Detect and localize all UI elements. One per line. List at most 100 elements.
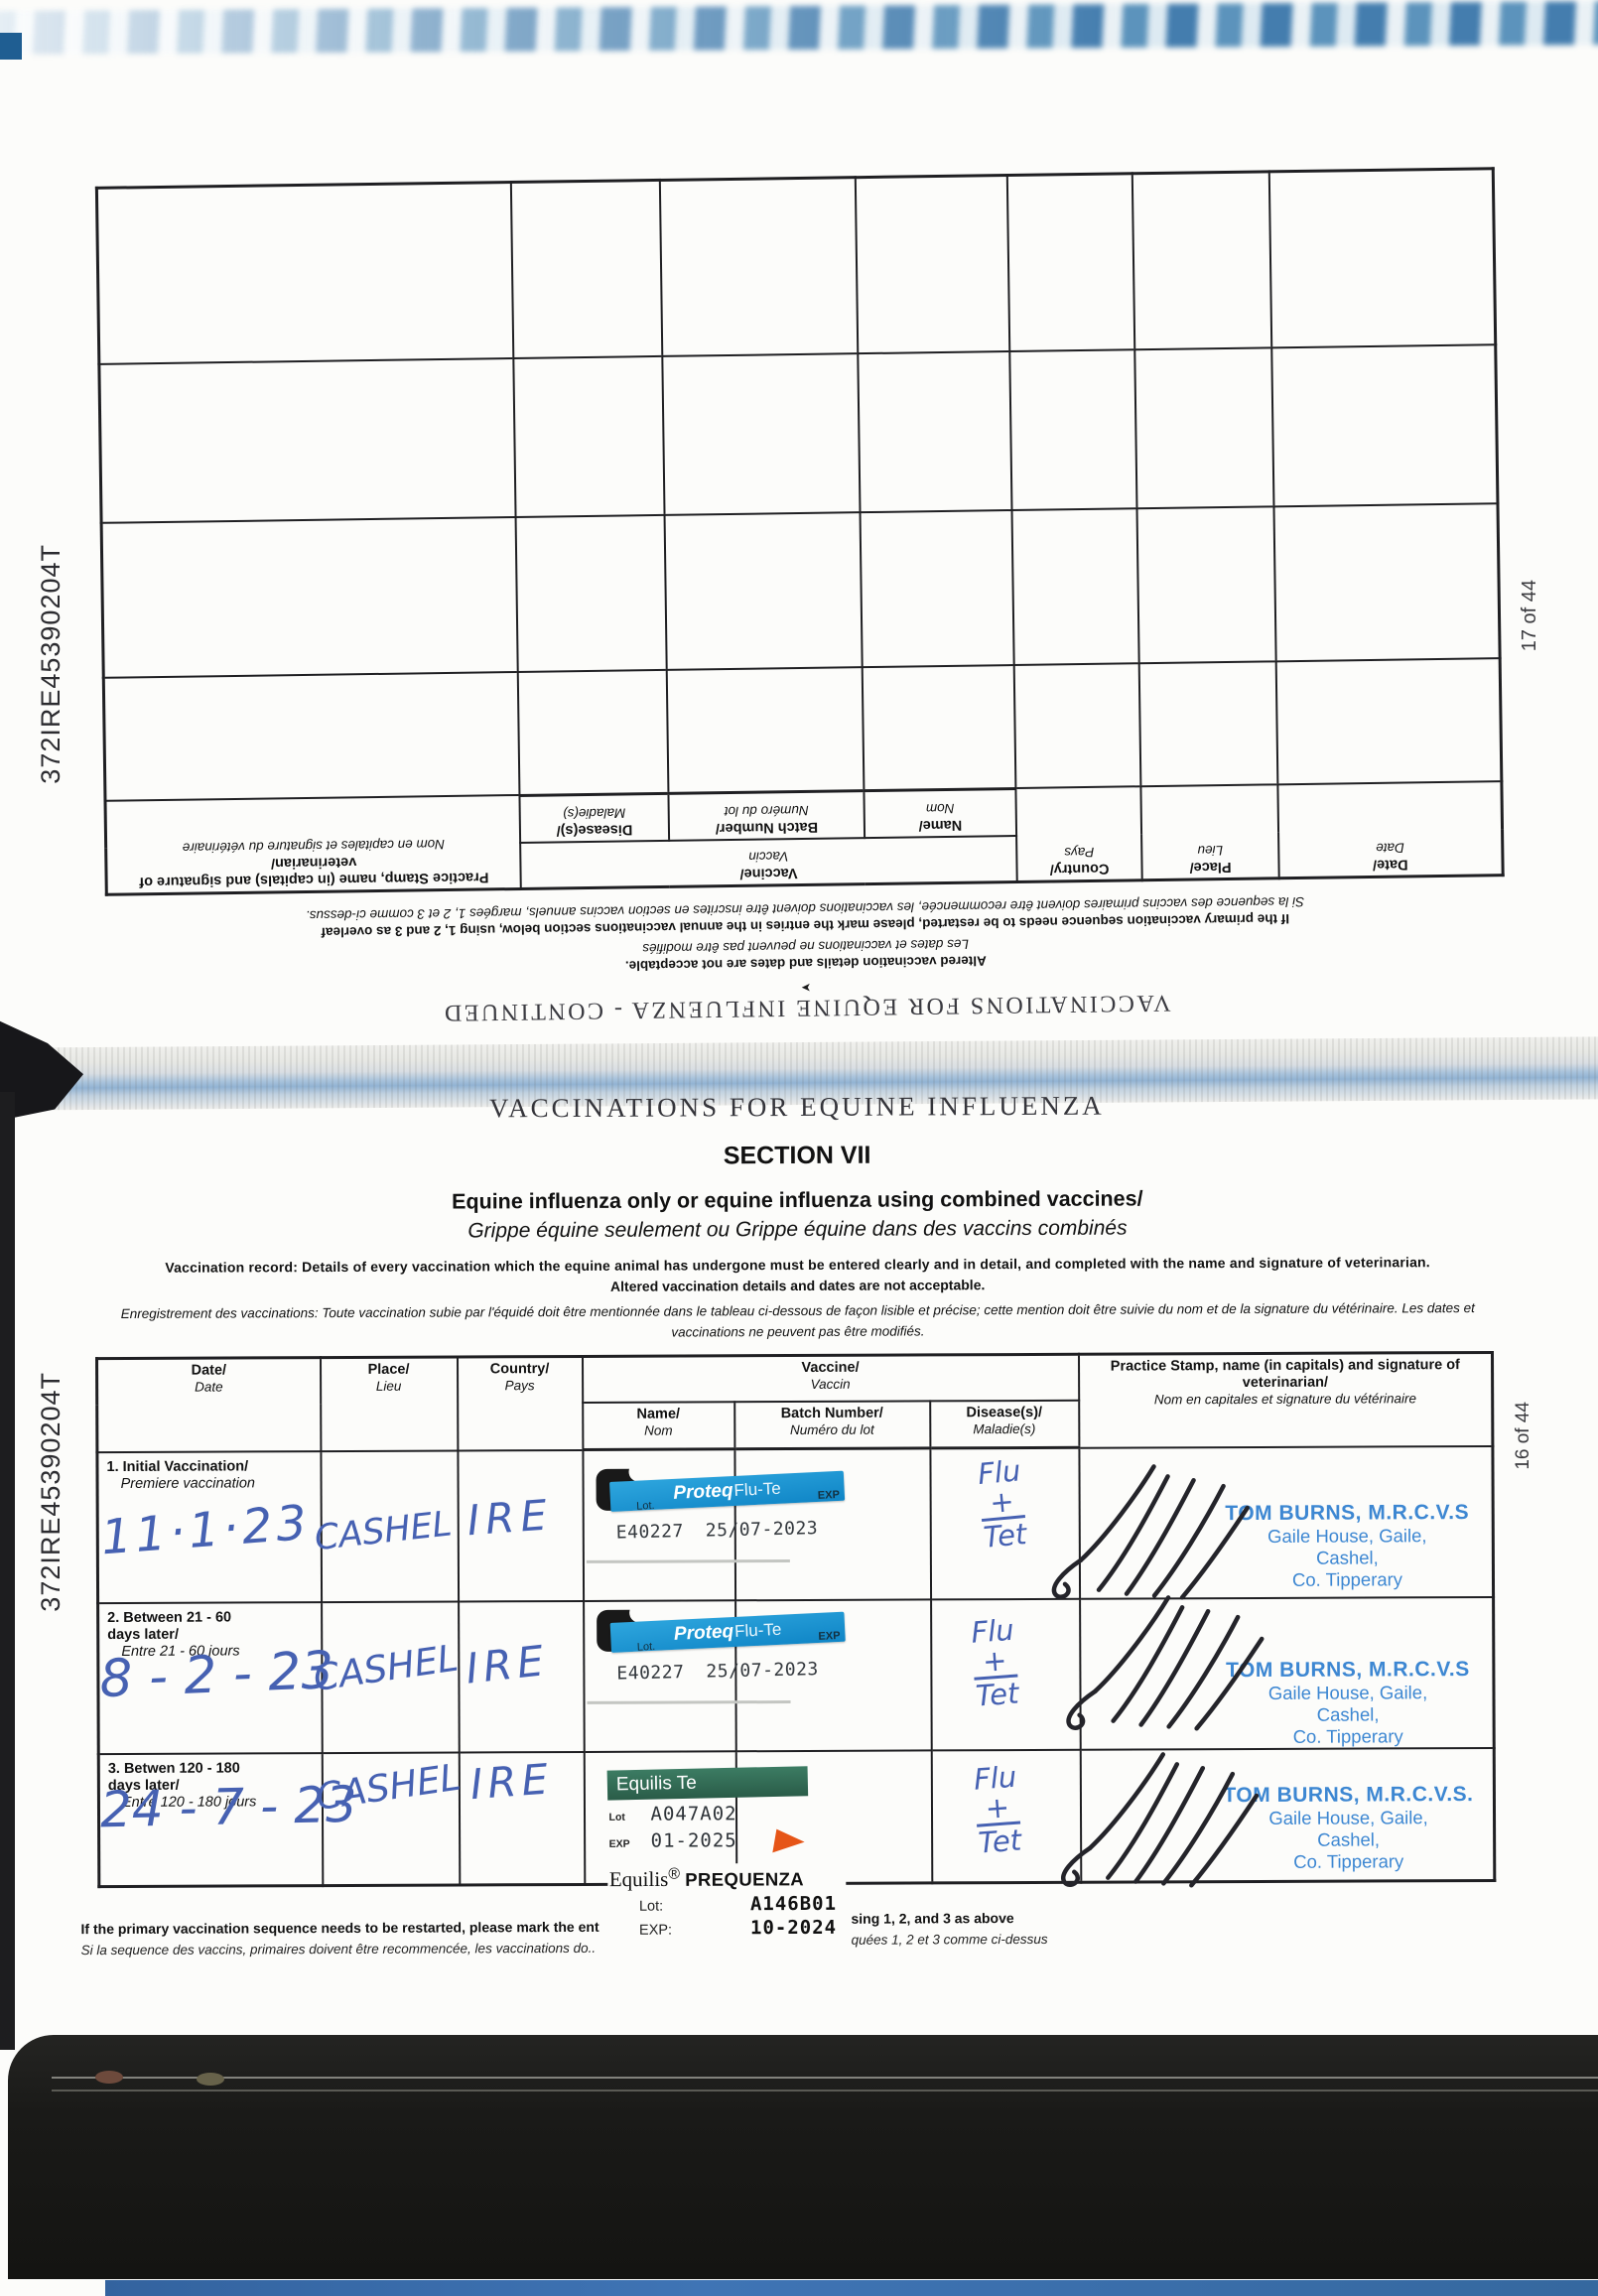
empty-row	[99, 344, 1498, 524]
header-stamp: Practice Stamp, name (in capitals) and s…	[105, 795, 521, 895]
subtitle-fr: Grippe équine seulement ou Grippe équine…	[467, 1216, 1128, 1243]
header-vaccine: Vaccine/Vaccin	[582, 1354, 1079, 1403]
veterinarian-signature	[1060, 1751, 1259, 1888]
disease-cell: Flu + Tet	[930, 1598, 1081, 1750]
sticker-lot-label: Lot.	[636, 1640, 655, 1654]
header-batch: Batch Number/Numéro du lot	[668, 790, 866, 842]
handwritten-place: CASHEL	[312, 1503, 454, 1558]
sticker-exp-value: 25/07-2023	[705, 1658, 819, 1683]
label-lot-label: Lot:	[638, 1898, 664, 1915]
binding-speck	[95, 2071, 123, 2084]
passport-cover-edge	[8, 2035, 1598, 2279]
sticker-exp-label: EXP	[817, 1629, 841, 1643]
row-label-en: 2. Between 21 - 60 days later/	[107, 1608, 232, 1643]
footer-note-fr: Si la sequence des vaccins, primaires do…	[80, 1940, 597, 1958]
header-vaccine-name: Name/Nom	[864, 788, 1017, 839]
cover-blue-strip	[105, 2280, 1598, 2296]
facing-page-upside-down: VACCINATIONS FOR EQUINE INFLUENZA - CONT…	[78, 34, 1522, 1060]
sticker-lot-label: Lot.	[635, 1499, 655, 1513]
header-disease: Disease(s)/Maladie(s)	[929, 1400, 1079, 1448]
sticker-variant: Flu-Te	[732, 1478, 781, 1500]
header-place: Place/Lieu	[1140, 784, 1279, 880]
country-cell: IRE	[459, 1751, 585, 1885]
header-batch: Batch Number/Numéro du lot	[733, 1400, 930, 1449]
page-title: VACCINATIONS FOR EQUINE INFLUENZA	[488, 1090, 1105, 1124]
vaccine-name-cell: Equilis Te Lot A047A02 EXP 01-2025 Equilis…	[584, 1750, 847, 1948]
sticker-exp-label: EXP	[608, 1837, 630, 1850]
country-cell: IRE	[458, 1600, 585, 1752]
header-vaccine-name: Name/Nom	[582, 1401, 734, 1450]
sticker-lot-value: A047A02	[650, 1802, 737, 1825]
handwritten-date: 8 - 2 - 23	[98, 1640, 335, 1709]
sticker-brand: Equilis Te	[606, 1765, 808, 1801]
footer-note-en: If the primary vaccination sequence need…	[80, 1918, 599, 1938]
vaccination-row-2: 2. Between 21 - 60 days later/Entre 21 -…	[97, 1594, 1495, 1754]
subtitle-en: Equine influenza only or equine influenz…	[452, 1186, 1143, 1214]
date-cell: 3. Betwen 120 - 180 days later/Entre 120…	[98, 1752, 357, 1887]
header-stamp: Practice Stamp, name (in capitals) and s…	[1078, 1352, 1493, 1448]
prequenza-label: Equilis® PREQUENZA Lot: A146B01 EXP: 10-20…	[606, 1862, 847, 1948]
date-cell: 1. Initial Vaccination/Premiere vaccinat…	[96, 1450, 322, 1603]
continued-vaccination-table: Date/Date Place/Lieu Country/Pays Vaccin…	[95, 167, 1505, 896]
empty-row	[103, 658, 1502, 802]
label-exp-value: 10-2024	[749, 1916, 838, 1940]
sticker-variant: Flu-Te	[733, 1619, 782, 1641]
vaccine-sticker-proteq: Lot. Proteq Flu-Te EXP E40227 25/07-2023	[586, 1468, 852, 1568]
vaccine-sticker-equilis: Equilis Te Lot A047A02 EXP 01-2025 Equilis…	[606, 1765, 856, 1948]
sticker-lot-value: E40227	[615, 1521, 684, 1544]
header-disease: Disease(s)/Maladie(s)	[519, 793, 670, 844]
vaccination-row-1: 1. Initial Vaccination/Premiere vaccinat…	[96, 1445, 1494, 1603]
header-date: Date/Date	[1277, 781, 1503, 878]
handwritten-disease: Flu + Tet	[969, 1612, 1020, 1713]
handwritten-country: IRE	[465, 1489, 555, 1545]
country-cell: IRE	[457, 1449, 584, 1601]
section-heading: SECTION VII	[723, 1141, 871, 1170]
header-place: Place/Lieu	[320, 1357, 458, 1451]
sticker-exp-value: 25/07-2023	[705, 1518, 818, 1542]
row-label-en: 1. Initial Vaccination/	[106, 1457, 249, 1475]
handwritten-country: IRE	[467, 1753, 555, 1809]
vaccination-row-3: 3. Betwen 120 - 180 days later/Entre 120…	[98, 1747, 1495, 1948]
binding-speck	[197, 2073, 224, 2086]
stamp-cell: TOM BURNS, M.R.C.V.S Gaile House, Gaile,…	[1065, 1594, 1495, 1750]
sticker-edge	[587, 1699, 791, 1704]
veterinarian-signature	[1051, 1463, 1250, 1600]
stamp-cell: TOM BURNS, M.R.C.V.S Gaile House, Gaile,…	[1051, 1445, 1494, 1600]
vaccine-name-cell: Lot. Proteq Flu-Te EXP E40227 25/07-2023	[583, 1599, 846, 1752]
scan-left-edge	[0, 1092, 15, 2050]
handwritten-country: IRE	[463, 1635, 551, 1693]
sticker-exp-label: EXP	[817, 1488, 840, 1502]
record-instructions-fr: Enregistrement des vaccinations: Toute v…	[120, 1300, 1475, 1340]
handwritten-place: CASHEL	[313, 1755, 464, 1819]
date-cell: 2. Between 21 - 60 days later/Entre 21 -…	[97, 1601, 334, 1754]
label-lot-value: A146B01	[749, 1892, 838, 1916]
vaccination-page: VACCINATIONS FOR EQUINE INFLUENZA SECTIO…	[0, 1080, 1598, 2085]
sticker-lot-label: Lot	[608, 1811, 625, 1823]
scan-corner-mark	[0, 33, 22, 60]
row-label-fr: Premiere vaccination	[120, 1474, 255, 1492]
header-country: Country/Pays	[1015, 786, 1142, 882]
place-cell: CASHEL	[313, 1450, 459, 1602]
handwritten-date: 11·1·23	[98, 1494, 313, 1565]
vaccine-name-cell: Lot. Proteq Flu-Te EXP E40227 25/07-2023	[582, 1448, 845, 1601]
footer-note-en-fragment: sing 1, 2, and 3 as above	[851, 1910, 1014, 1927]
document-serial-top: 372IRE45390204T	[36, 544, 66, 784]
veterinarian-signature	[1065, 1594, 1265, 1731]
page-number-top: 17 of 44	[1519, 580, 1540, 652]
sticker-lot-value: E40227	[615, 1661, 685, 1685]
sticker-exp-value: 01-2025	[650, 1828, 737, 1852]
vaccine-sticker-proteq: Lot. Proteq Flu-Te EXP E40227 25/07-2023	[587, 1609, 853, 1708]
label-exp-label: EXP:	[638, 1922, 673, 1939]
empty-row	[96, 168, 1496, 365]
handwritten-disease: Flu + Tet	[972, 1759, 1022, 1860]
sticker-brand: Proteq	[673, 1620, 734, 1645]
header-country: Country/Pays	[457, 1356, 583, 1451]
header-vaccine: Vaccine/Vaccin	[520, 836, 1017, 889]
stamp-cell: TOM BURNS, M.R.C.V.S. Gaile House, Gaile…	[1060, 1747, 1495, 1888]
vaccination-table: Date/Date Place/Lieu Country/Pays Vaccin…	[95, 1350, 1497, 1948]
header-date: Date/Date	[96, 1357, 321, 1452]
sticker-brand: Proteq	[672, 1480, 733, 1504]
place-cell: CASHEL	[311, 1600, 461, 1753]
sticker-edge	[586, 1559, 790, 1563]
